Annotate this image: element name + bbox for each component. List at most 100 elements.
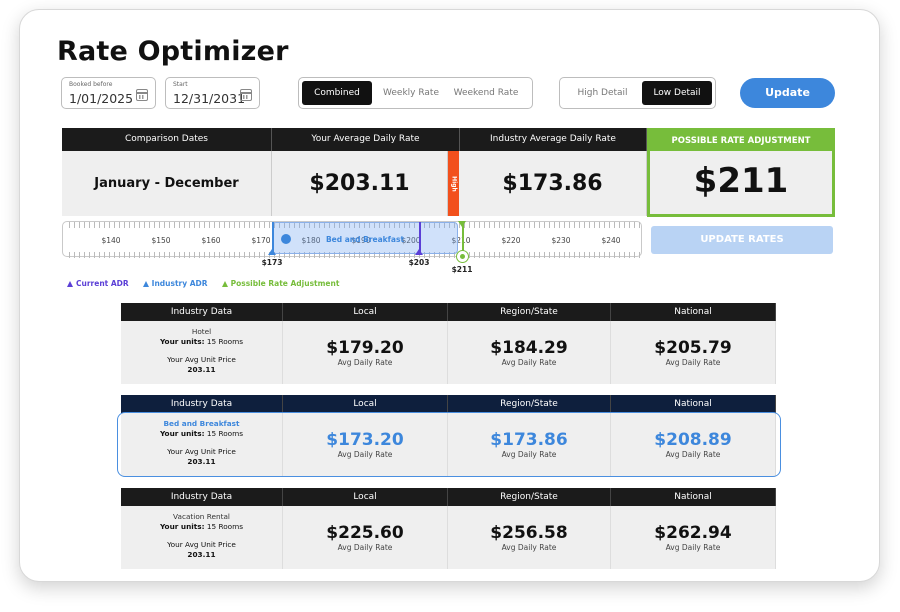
start-date-field[interactable]: Start 12/31/2031	[165, 77, 260, 109]
rate-mode-combined[interactable]: Combined	[302, 81, 372, 105]
slider-tick	[174, 222, 175, 228]
slider-tick	[609, 252, 610, 258]
legend-industry-adr-label: Industry ADR	[151, 279, 208, 288]
slider-tick	[159, 222, 160, 228]
page-title: Rate Optimizer	[57, 36, 289, 67]
slider-tick	[294, 222, 295, 228]
slider-tick	[479, 222, 480, 228]
update-rates-button[interactable]: UPDATE RATES	[651, 226, 833, 254]
slider-tick	[269, 252, 270, 258]
industry-adr-cell: $173.86	[459, 151, 647, 216]
slider-tick	[529, 252, 530, 258]
slider-tick	[559, 252, 560, 258]
rate-slider[interactable]: $140 $150 $160 $170 $180 $190 $200 $210 $220 $230…	[62, 221, 642, 258]
slider-tick	[554, 252, 555, 258]
header-comparison-dates: Comparison Dates	[62, 128, 272, 151]
calendar-icon[interactable]	[240, 89, 252, 101]
slider-tick	[69, 252, 70, 258]
local-rate: $173.20	[326, 430, 404, 450]
slider-tick	[244, 222, 245, 228]
slider-tick	[119, 222, 120, 228]
slider-tick	[519, 252, 520, 258]
slider-tick	[469, 222, 470, 228]
start-date-value: 12/31/2031	[173, 91, 246, 106]
slider-tick	[149, 252, 150, 258]
slider-tick	[634, 222, 635, 228]
region-rate: $184.29	[490, 338, 568, 358]
industry-adr-marker	[268, 249, 276, 255]
region-rate-cell: $173.86 Avg Daily Rate	[448, 413, 611, 476]
slider-tick	[404, 222, 405, 228]
slider-tick	[259, 252, 260, 258]
slider-tick	[624, 252, 625, 258]
booked-before-field[interactable]: Booked before 1/01/2025	[61, 77, 156, 109]
slider-tick	[429, 252, 430, 258]
industry-table-vacation-rental: Industry Data Local Region/State Nationa…	[121, 488, 776, 569]
slider-tick	[639, 222, 640, 228]
rate-mode-weekend[interactable]: Weekend Rate	[453, 88, 519, 98]
industry-info: Bed and Breakfast Your units: 15 Rooms Y…	[121, 413, 283, 476]
slider-tick	[559, 222, 560, 228]
rate-sub: Avg Daily Rate	[337, 450, 393, 459]
slider-tick	[474, 222, 475, 228]
slider-tick	[479, 252, 480, 258]
start-date-label: Start	[173, 81, 188, 88]
slider-tick	[629, 222, 630, 228]
slider-tick	[394, 222, 395, 228]
slider-tick	[604, 252, 605, 258]
table-row[interactable]: Bed and Breakfast Your units: 15 Rooms Y…	[121, 413, 776, 476]
rate-sub: Avg Daily Rate	[337, 358, 393, 367]
slider-legend: Current ADR Industry ADR Possible Rate A…	[67, 279, 339, 288]
possible-rate-value: $211	[693, 161, 789, 201]
slider-tick	[414, 222, 415, 228]
comparison-dates-cell: January - December	[62, 151, 272, 216]
price-value: 203.11	[187, 365, 216, 374]
slider-tick	[214, 252, 215, 258]
slider-tick	[314, 222, 315, 228]
your-adr-value: $203.11	[309, 171, 410, 196]
local-rate: $179.20	[326, 338, 404, 358]
range-handle[interactable]	[281, 234, 291, 244]
slider-tick	[434, 252, 435, 258]
industry-info: Vacation Rental Your units: 15 Rooms You…	[121, 506, 283, 569]
slider-tick	[84, 252, 85, 258]
slider-tick	[134, 222, 135, 228]
booked-before-label: Booked before	[69, 81, 113, 88]
slider-tick	[489, 252, 490, 258]
possible-rate-marker-line	[462, 222, 464, 252]
calendar-icon[interactable]	[136, 89, 148, 101]
slider-tick	[524, 222, 525, 228]
slider-tick	[534, 222, 535, 228]
slider-tick	[179, 222, 180, 228]
industry-type: Hotel	[191, 327, 212, 336]
slider-tick	[229, 252, 230, 258]
slider-tick	[199, 222, 200, 228]
slider-tick	[329, 252, 330, 258]
range-label: Bed and Breakfast	[325, 235, 405, 244]
update-button[interactable]: Update	[740, 78, 835, 108]
slider-tick-label: $180	[301, 236, 321, 245]
slider-tick	[399, 252, 400, 258]
slider-tick	[409, 222, 410, 228]
slider-tick	[539, 252, 540, 258]
rate-sub: Avg Daily Rate	[665, 450, 721, 459]
slider-tick	[264, 252, 265, 258]
slider-tick	[204, 252, 205, 258]
bed-and-breakfast-range[interactable]: Bed and Breakfast	[272, 222, 458, 254]
possible-rate-handle[interactable]	[456, 250, 469, 263]
industry-type: Bed and Breakfast	[163, 419, 240, 428]
slider-tick	[169, 222, 170, 228]
slider-tick	[129, 222, 130, 228]
slider-tick	[594, 222, 595, 228]
detail-low[interactable]: Low Detail	[642, 81, 712, 105]
rate-mode-weekly[interactable]: Weekly Rate	[383, 88, 439, 98]
slider-tick	[534, 252, 535, 258]
rate-sub: Avg Daily Rate	[337, 543, 393, 552]
col-industry-data: Industry Data	[121, 395, 283, 413]
detail-high[interactable]: High Detail	[577, 88, 628, 98]
slider-tick	[144, 252, 145, 258]
local-rate: $225.60	[326, 523, 404, 543]
slider-tick	[129, 252, 130, 258]
table-header: Industry Data Local Region/State Nationa…	[121, 488, 776, 506]
slider-tick	[274, 252, 275, 258]
